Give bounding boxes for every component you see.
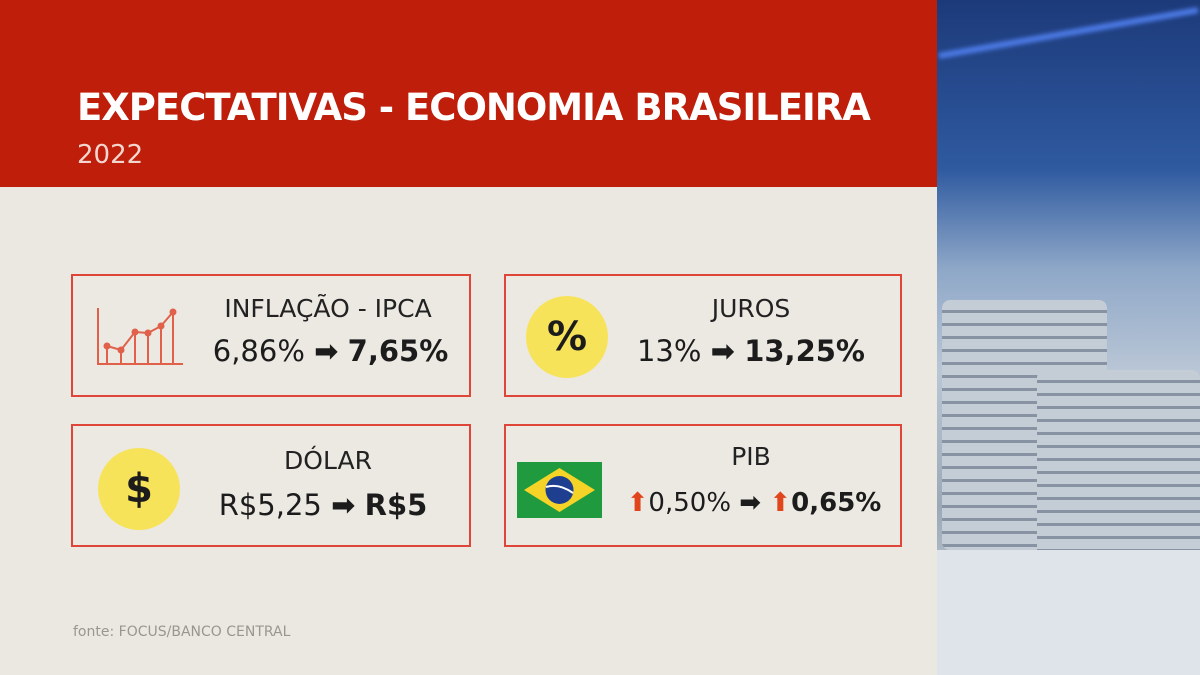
card-dolar: $ DÓLAR R$5,25 ➡ R$5 [71,424,471,547]
main-panel: EXPECTATIVAS - ECONOMIA BRASILEIRA 2022 … [0,0,937,640]
card-values: R$5,25 ➡ R$5 [193,488,453,522]
page-title: EXPECTATIVAS - ECONOMIA BRASILEIRA [77,86,871,129]
arrow-up-icon: ⬆ [626,488,649,518]
value-from: 13% [636,334,702,368]
card-values: 13% ➡ 13,25% [621,334,881,368]
coins-background-image [937,0,1200,675]
card-juros: % JUROS 13% ➡ 13,25% [504,274,902,397]
dollar-icon: $ [98,448,180,530]
arrow-right-icon: ➡ [739,488,762,518]
value-to: 7,65% [347,334,449,368]
value-from: 0,50% [648,488,732,518]
header: EXPECTATIVAS - ECONOMIA BRASILEIRA 2022 [0,0,937,187]
arrow-right-icon: ➡ [710,334,735,368]
card-pib: PIB ⬆0,50% ➡ ⬆0,65% [504,424,902,547]
value-from: 6,86% [212,334,305,368]
value-from: R$5,25 [218,488,322,522]
brazil-flag-icon [517,462,602,518]
card-label: INFLAÇÃO - IPCA [224,294,432,323]
card-values: ⬆0,50% ➡ ⬆0,65% [608,488,900,518]
value-to: 13,25% [744,334,865,368]
value-to: 0,65% [791,488,882,518]
source-note: fonte: FOCUS/BANCO CENTRAL [73,624,291,640]
card-values: 6,86% ➡ 7,65% [198,334,463,368]
line-chart-icon [97,308,183,365]
card-inflacao: INFLAÇÃO - IPCA 6,86% ➡ 7,65% [71,274,471,397]
arrow-right-icon: ➡ [314,334,339,368]
arrow-up-icon: ⬆ [769,488,792,518]
value-to: R$5 [364,488,428,522]
arrow-right-icon: ➡ [331,488,356,522]
percent-icon: % [526,296,608,378]
card-label: PIB [731,442,771,471]
card-label: DÓLAR [284,446,372,475]
card-label: JUROS [711,294,791,323]
year: 2022 [77,140,144,170]
